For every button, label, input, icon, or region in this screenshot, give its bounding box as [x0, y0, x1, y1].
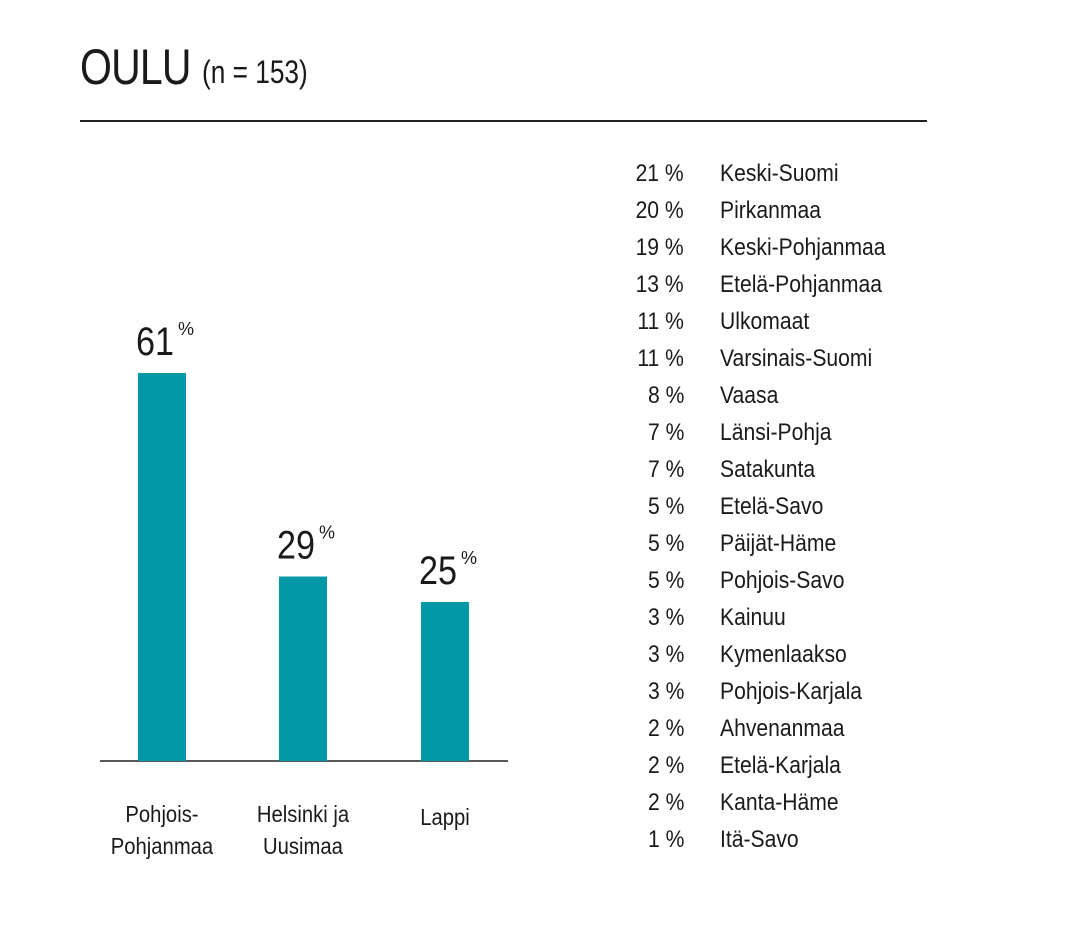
bar [421, 601, 469, 761]
list-item-region: Ulkomaat [720, 308, 810, 335]
list-item-region: Kainuu [720, 604, 786, 631]
list-item-region: Etelä-Savo [720, 493, 824, 520]
bar-value-unit: % [178, 319, 194, 339]
bar [138, 373, 186, 761]
list-item-region: Ahvenanmaa [720, 715, 845, 742]
list-item-percent: 2 % [647, 752, 684, 779]
list-item-percent: 2 % [647, 715, 684, 742]
x-tick-label: Helsinki ja Uusimaa [233, 798, 374, 862]
list-item-region: Pohjois-Savo [720, 567, 845, 594]
list-item-percent: 7 % [647, 456, 684, 483]
list-item-percent: 11 % [637, 308, 684, 335]
list-item: 19 % Keski-Pohjanmaa [600, 234, 940, 271]
x-tick-label: Pohjois- Pohjanmaa [92, 798, 233, 862]
list-item-percent: 21 % [635, 160, 684, 187]
list-item-percent: 19 % [635, 234, 684, 261]
list-item-percent: 3 % [647, 641, 684, 668]
list-item-region: Pohjois-Karjala [720, 678, 863, 705]
list-item-percent: 8 % [647, 382, 684, 409]
x-tick-label-line: Uusimaa [263, 833, 343, 859]
title-main: OULU [80, 39, 191, 95]
list-item-region: Satakunta [720, 456, 816, 483]
list-item-region: Itä-Savo [720, 826, 799, 853]
list-item-region: Kymenlaakso [720, 641, 847, 668]
x-tick-label-line: Helsinki ja [256, 801, 350, 827]
list-item-region: Vaasa [720, 382, 779, 409]
list-item-percent: 11 % [637, 345, 684, 372]
list-item: 2 % Ahvenanmaa [600, 715, 940, 752]
list-item: 3 % Pohjois-Karjala [600, 678, 940, 715]
x-tick-label-line: Pohjois- [125, 801, 199, 827]
bar [279, 576, 327, 761]
x-tick-label: Lappi [375, 801, 516, 833]
list-item-percent: 5 % [647, 493, 684, 520]
list-item: 5 % Päijät-Häme [600, 530, 940, 567]
list-item-percent: 1 % [647, 826, 684, 853]
x-tick-label-line: Lappi [420, 804, 470, 830]
list-item-percent: 2 % [647, 789, 684, 816]
list-item-percent: 3 % [647, 604, 684, 631]
list-item: 3 % Kymenlaakso [600, 641, 940, 678]
list-item-region: Etelä-Pohjanmaa [720, 271, 883, 298]
title-divider [80, 120, 927, 122]
bar-value-label: 25 [419, 549, 457, 593]
list-item: 7 % Satakunta [600, 456, 940, 493]
bar-value-unit: % [319, 523, 335, 543]
list-item-region: Keski-Pohjanmaa [720, 234, 886, 261]
list-item: 11 % Ulkomaat [600, 308, 940, 345]
list-item-region: Kanta-Häme [720, 789, 839, 816]
list-item-region: Länsi-Pohja [720, 419, 832, 446]
list-item: 2 % Kanta-Häme [600, 789, 940, 826]
list-item: 2 % Etelä-Karjala [600, 752, 940, 789]
x-tick-label-line: Pohjanmaa [110, 833, 214, 859]
list-item-percent: 13 % [635, 271, 684, 298]
list-item: 5 % Pohjois-Savo [600, 567, 940, 604]
list-item: 21 % Keski-Suomi [600, 160, 940, 197]
title-subtitle: (n = 153) [202, 54, 308, 90]
list-item-percent: 20 % [635, 197, 684, 224]
list-item: 1 % Itä-Savo [600, 826, 940, 863]
region-list: 21 % Keski-Suomi 20 % Pirkanmaa 19 % Keski-Po… [600, 160, 940, 863]
list-item-percent: 5 % [647, 567, 684, 594]
list-item-region: Etelä-Karjala [720, 752, 841, 779]
list-item: 8 % Vaasa [600, 382, 940, 419]
list-item: 7 % Länsi-Pohja [600, 419, 940, 456]
list-item: 11 % Varsinais-Suomi [600, 345, 940, 382]
list-item-percent: 7 % [647, 419, 684, 446]
bar-chart: 61 %29 %25% [100, 319, 508, 762]
list-item-region: Keski-Suomi [720, 160, 839, 187]
chart-title: OULU (n = 153) [80, 38, 308, 96]
bar-value-label: 61 [136, 320, 174, 364]
bar-value-label: 29 [277, 524, 315, 568]
list-item-percent: 3 % [647, 678, 684, 705]
list-item-region: Varsinais-Suomi [720, 345, 873, 372]
list-item: 5 % Etelä-Savo [600, 493, 940, 530]
list-item-percent: 5 % [647, 530, 684, 557]
list-item-region: Pirkanmaa [720, 197, 821, 224]
list-item: 20 % Pirkanmaa [600, 197, 940, 234]
list-item: 13 % Etelä-Pohjanmaa [600, 271, 940, 308]
list-item: 3 % Kainuu [600, 604, 940, 641]
list-item-region: Päijät-Häme [720, 530, 837, 557]
bar-value-unit: % [461, 548, 477, 568]
